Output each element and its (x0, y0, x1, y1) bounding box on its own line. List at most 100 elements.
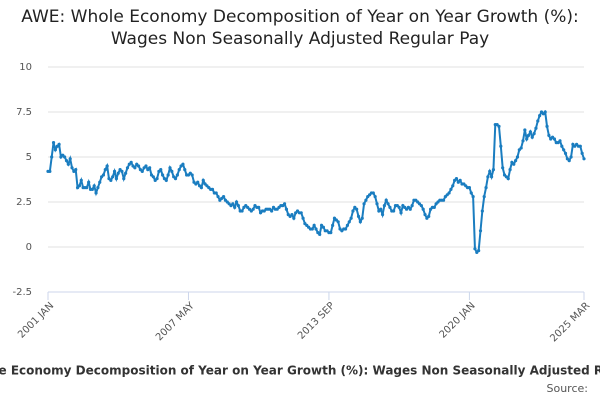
point (362, 202, 366, 206)
point (408, 207, 412, 211)
point (125, 166, 130, 170)
y-tick-label: 2.5 (16, 197, 32, 208)
point (159, 168, 163, 172)
y-tick-label: 0 (26, 242, 32, 253)
point (90, 187, 94, 191)
point (449, 187, 453, 191)
point (569, 155, 573, 159)
point (356, 214, 361, 218)
point (240, 209, 244, 213)
point (567, 159, 571, 163)
point (578, 144, 582, 148)
point (51, 141, 56, 145)
point (133, 166, 137, 170)
point (48, 169, 52, 173)
point (488, 169, 492, 173)
point (484, 186, 488, 190)
point (101, 173, 106, 177)
y-tick-label: 10 (19, 62, 32, 73)
point (124, 171, 128, 175)
point (545, 124, 549, 128)
point (160, 173, 165, 177)
point (397, 205, 401, 209)
point (57, 142, 61, 146)
point (50, 155, 54, 159)
point (384, 198, 388, 202)
point (148, 166, 152, 170)
point (454, 177, 459, 181)
point (427, 214, 431, 218)
point (112, 169, 117, 173)
point (292, 216, 296, 220)
point (236, 204, 240, 208)
point (386, 202, 390, 206)
point (552, 137, 557, 141)
point (538, 114, 542, 118)
point (92, 184, 96, 188)
point (312, 223, 316, 227)
point (508, 168, 512, 172)
point (532, 132, 536, 136)
point (482, 195, 486, 199)
series-line (48, 109, 585, 255)
point (480, 209, 484, 213)
point (321, 225, 325, 229)
source: Source: (547, 382, 589, 395)
point (582, 157, 586, 161)
point (77, 184, 82, 188)
point (70, 166, 74, 170)
point (196, 180, 200, 184)
point (371, 191, 375, 195)
point (478, 229, 483, 233)
point (329, 231, 333, 235)
point (201, 178, 205, 182)
point (343, 227, 348, 231)
chart-title: AWE: Whole Economy Decomposition of Year… (21, 7, 579, 49)
point (560, 144, 564, 148)
point (282, 202, 287, 206)
point (525, 137, 529, 141)
point (514, 159, 518, 163)
point (251, 207, 255, 211)
point (526, 133, 531, 137)
point (233, 205, 237, 209)
point (358, 220, 362, 224)
y-tick-label: 7.5 (16, 107, 32, 118)
point (497, 124, 501, 128)
point (458, 178, 462, 182)
point (96, 186, 100, 190)
point (170, 169, 174, 173)
point (216, 195, 220, 199)
point (392, 209, 396, 213)
point (501, 166, 505, 170)
point (114, 177, 118, 181)
point (164, 178, 168, 182)
point (105, 164, 109, 168)
point (521, 139, 525, 143)
point (270, 209, 274, 213)
point (181, 162, 185, 166)
point (447, 191, 451, 195)
point (318, 232, 322, 236)
x-tick-label: 2013 SEP (296, 300, 337, 341)
point (122, 177, 126, 181)
point (120, 169, 124, 173)
point (547, 133, 551, 137)
point (515, 155, 520, 159)
point (379, 207, 383, 211)
point (451, 184, 455, 188)
point (53, 148, 57, 152)
point (63, 155, 67, 159)
point (177, 168, 181, 172)
point (421, 207, 425, 211)
point (140, 169, 144, 173)
point (129, 160, 133, 164)
point (375, 202, 379, 206)
point (388, 205, 392, 209)
point (563, 151, 568, 155)
point (290, 213, 294, 217)
point (523, 128, 527, 132)
point (314, 227, 318, 231)
point (166, 173, 170, 177)
point (432, 205, 436, 209)
